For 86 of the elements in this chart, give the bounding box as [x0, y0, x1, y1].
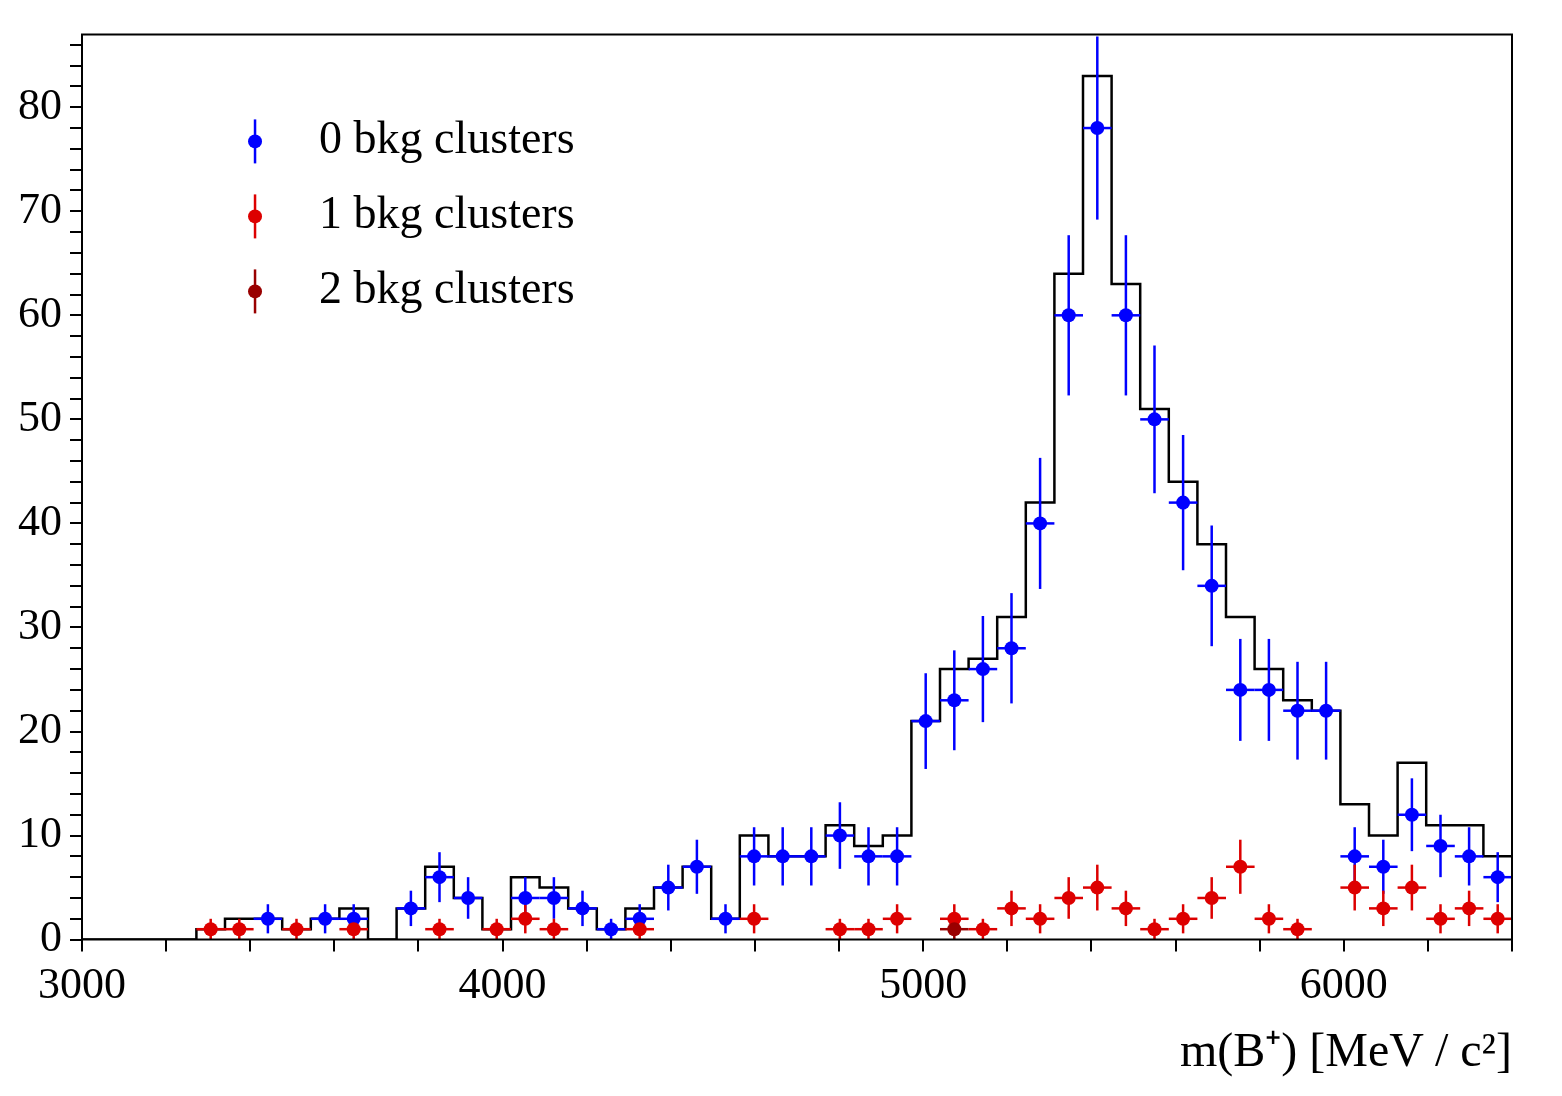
- point: [1490, 911, 1505, 926]
- point: [1462, 849, 1477, 864]
- point: [1376, 859, 1391, 874]
- x-tick-label: 4000: [458, 958, 547, 1008]
- point: [1061, 890, 1076, 905]
- y-tick-label: 10: [18, 808, 62, 858]
- point: [1176, 911, 1191, 926]
- point: [689, 859, 704, 874]
- point: [1004, 641, 1019, 656]
- y-tick-label: 70: [18, 183, 62, 233]
- y-tick-label: 50: [18, 391, 62, 441]
- point: [1376, 901, 1391, 916]
- point: [975, 662, 990, 677]
- point: [1090, 121, 1105, 136]
- point: [1233, 682, 1248, 697]
- point: [861, 922, 876, 937]
- point: [1118, 901, 1133, 916]
- point: [1204, 578, 1219, 593]
- point: [518, 890, 533, 905]
- point: [775, 849, 790, 864]
- point: [432, 922, 447, 937]
- point: [1061, 308, 1076, 323]
- point: [546, 890, 561, 905]
- point: [546, 922, 561, 937]
- point: [832, 922, 847, 937]
- point: [1233, 859, 1248, 874]
- y-tick-label: 60: [18, 287, 62, 337]
- point: [1118, 308, 1133, 323]
- point: [1033, 516, 1048, 531]
- point: [947, 693, 962, 708]
- legend-label: 0 bkg clusters: [319, 112, 575, 164]
- point: [1090, 880, 1105, 895]
- point: [318, 911, 333, 926]
- x-tick-label: 6000: [1299, 958, 1388, 1008]
- point: [890, 849, 905, 864]
- point: [461, 890, 476, 905]
- point: [260, 911, 275, 926]
- point: [1290, 703, 1305, 718]
- y-tick-label: 40: [18, 495, 62, 545]
- y-tick-label: 80: [18, 79, 62, 129]
- point: [1261, 911, 1276, 926]
- point: [1433, 911, 1448, 926]
- y-tick-label: 30: [18, 600, 62, 650]
- point: [604, 922, 619, 937]
- point: [432, 870, 447, 885]
- point: [1347, 880, 1362, 895]
- point: [804, 849, 819, 864]
- point: [1319, 703, 1334, 718]
- point: [1462, 901, 1477, 916]
- point: [1147, 922, 1162, 937]
- point: [346, 922, 361, 937]
- point: [918, 714, 933, 729]
- point: [1261, 682, 1276, 697]
- point: [890, 911, 905, 926]
- point: [289, 922, 304, 937]
- point: [1404, 807, 1419, 822]
- point: [1347, 849, 1362, 864]
- point: [518, 911, 533, 926]
- point: [203, 922, 218, 937]
- legend-label: 2 bkg clusters: [319, 262, 575, 314]
- point: [1404, 880, 1419, 895]
- point: [1004, 901, 1019, 916]
- point: [1433, 838, 1448, 853]
- point: [747, 911, 762, 926]
- point: [575, 901, 590, 916]
- point: [232, 922, 247, 937]
- point: [1147, 412, 1162, 427]
- point: [947, 922, 962, 937]
- point: [832, 828, 847, 843]
- x-axis-title: m(B⁺) [MeV / c²]: [1179, 1022, 1512, 1077]
- x-tick-label: 5000: [879, 958, 968, 1008]
- point: [1204, 890, 1219, 905]
- point: [1033, 911, 1048, 926]
- point: [661, 880, 676, 895]
- point: [1176, 495, 1191, 510]
- y-tick-label: 20: [18, 704, 62, 754]
- point: [632, 922, 647, 937]
- legend-label: 1 bkg clusters: [319, 187, 575, 239]
- point: [975, 922, 990, 937]
- point: [489, 922, 504, 937]
- point: [403, 901, 418, 916]
- point: [1290, 922, 1305, 937]
- point: [718, 911, 733, 926]
- point: [861, 849, 876, 864]
- point: [747, 849, 762, 864]
- point: [1490, 870, 1505, 885]
